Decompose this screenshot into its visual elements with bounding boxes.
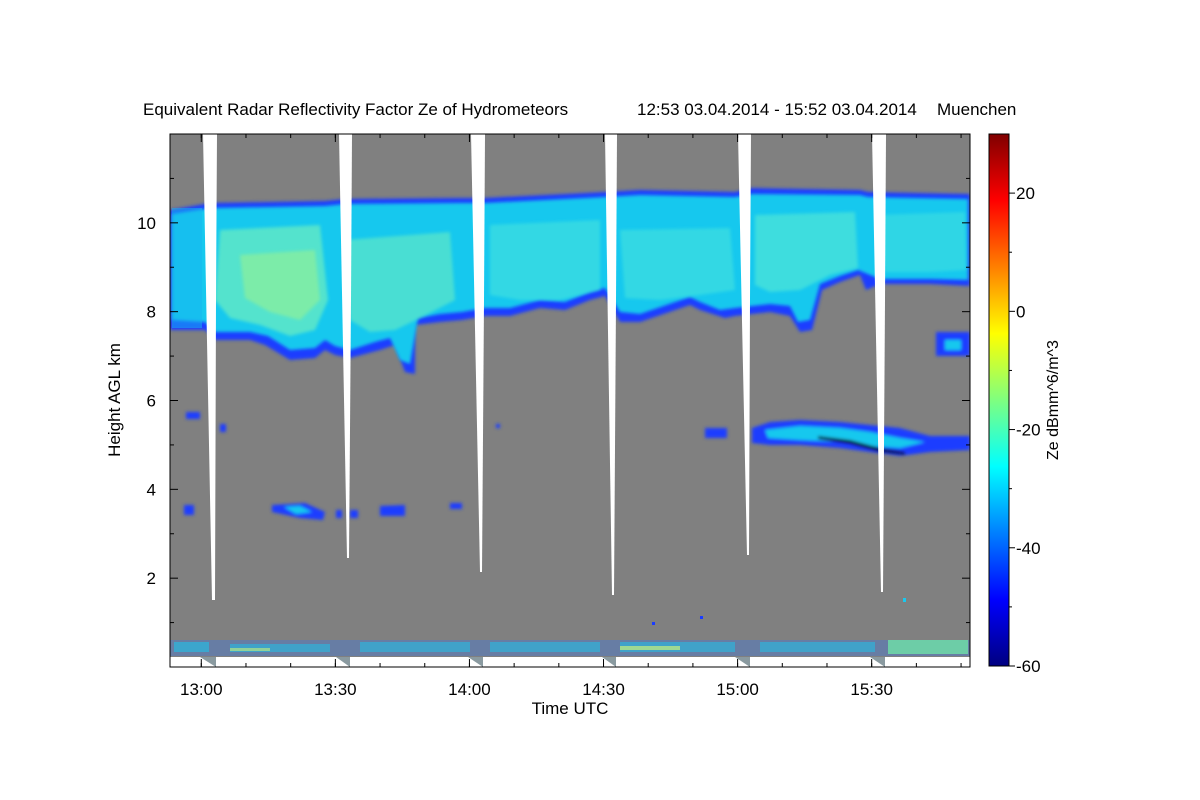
x-tick-label: 14:30: [582, 680, 625, 699]
cirrus-bright-4: [490, 220, 600, 300]
cirrus-bright-6: [755, 212, 858, 292]
scan-gaps: [203, 134, 886, 600]
y-axis: 2 4 6 8 10: [137, 177, 970, 624]
clutter-dot-3: [903, 598, 906, 602]
scan-gap-2: [339, 134, 352, 558]
low-echo-2: [380, 505, 405, 516]
echo-5: [350, 510, 358, 518]
surface-strip: [170, 657, 970, 667]
chart-location: Muenchen: [937, 100, 1016, 119]
clutter-speckle-8: [620, 646, 680, 650]
small-echoes: [184, 332, 970, 518]
echo-6: [496, 424, 500, 428]
hook-1: [200, 657, 216, 667]
echo-1: [186, 412, 200, 419]
hook-6: [870, 657, 885, 667]
scan-gap-1: [203, 134, 217, 600]
x-tick-label: 15:00: [716, 680, 759, 699]
colorbar-tick-label: 0: [1016, 302, 1025, 321]
colorbar-tick-label: -20: [1016, 421, 1041, 440]
x-axis: 13:00 13:30 14:00 14:30 15:00 15:30: [180, 134, 962, 699]
scan-gap-3: [471, 134, 485, 572]
x-tick-label: 13:00: [180, 680, 223, 699]
low-echo-band: [272, 503, 405, 520]
clutter-speckle-9: [230, 648, 270, 651]
clutter-speckle-2: [230, 644, 330, 652]
y-axis-label: Height AGL km: [105, 343, 124, 457]
x-tick-label: 14:00: [448, 680, 491, 699]
echo-4: [336, 510, 342, 518]
scan-gap-6: [872, 134, 886, 592]
hook-3: [468, 657, 483, 667]
colorbar-tick-label: 20: [1016, 184, 1035, 203]
clutter-speckle-7: [888, 640, 968, 654]
echo-10: [945, 340, 961, 350]
chart-time-range: 12:53 03.04.2014 - 15:52 03.04.2014: [637, 100, 917, 119]
chart-title: Equivalent Radar Reflectivity Factor Ze …: [143, 100, 568, 119]
mid-cloud-core: [765, 426, 925, 448]
x-tick-label: 13:30: [314, 680, 357, 699]
clutter-dot-1: [652, 622, 655, 625]
echo-2: [220, 424, 226, 432]
cirrus-bright-3: [345, 232, 455, 332]
clutter-speckle-6: [760, 642, 875, 652]
plot-area: [170, 134, 970, 667]
echo-3: [184, 505, 194, 515]
clutter-dot-2: [700, 616, 703, 619]
hook-5: [735, 657, 750, 667]
colorbar-tick-label: -40: [1016, 539, 1041, 558]
y-tick-label: 10: [137, 214, 156, 233]
scan-gap-4: [605, 134, 617, 595]
cirrus-layer: [170, 188, 970, 374]
y-tick-label: 6: [147, 392, 156, 411]
y-tick-label: 8: [147, 303, 156, 322]
colorbar-label: Ze dBmm^6/m^3: [1045, 340, 1062, 460]
colorbar-tick-label: -60: [1016, 657, 1041, 676]
low-echo-1-core: [284, 506, 312, 514]
hook-2: [336, 657, 350, 667]
clutter-speckle-1: [174, 642, 209, 652]
colorbar-axis: -60 -40 -20 0 20: [1009, 184, 1041, 676]
scan-gap-5: [738, 134, 751, 555]
y-tick-label: 2: [147, 569, 156, 588]
echo-7: [450, 503, 462, 509]
cirrus-bright-5: [620, 228, 735, 300]
colorbar-gradient: [988, 133, 1010, 667]
echo-8: [705, 428, 727, 438]
x-tick-label: 15:30: [850, 680, 893, 699]
y-tick-label: 4: [147, 480, 156, 499]
colorbar: -60 -40 -20 0 20 Ze dBmm^6/m^3: [988, 133, 1062, 676]
hook-4: [602, 657, 616, 667]
scan-gap-hooks: [200, 657, 885, 667]
cirrus-bright-7: [878, 212, 966, 272]
cirrus-top-band: [172, 208, 202, 328]
cirrus-bright-2: [240, 250, 320, 320]
clutter-speckle-3: [360, 642, 470, 652]
surface-clutter: [170, 598, 970, 656]
clutter-speckle-4: [490, 642, 600, 652]
x-axis-label: Time UTC: [532, 699, 609, 718]
